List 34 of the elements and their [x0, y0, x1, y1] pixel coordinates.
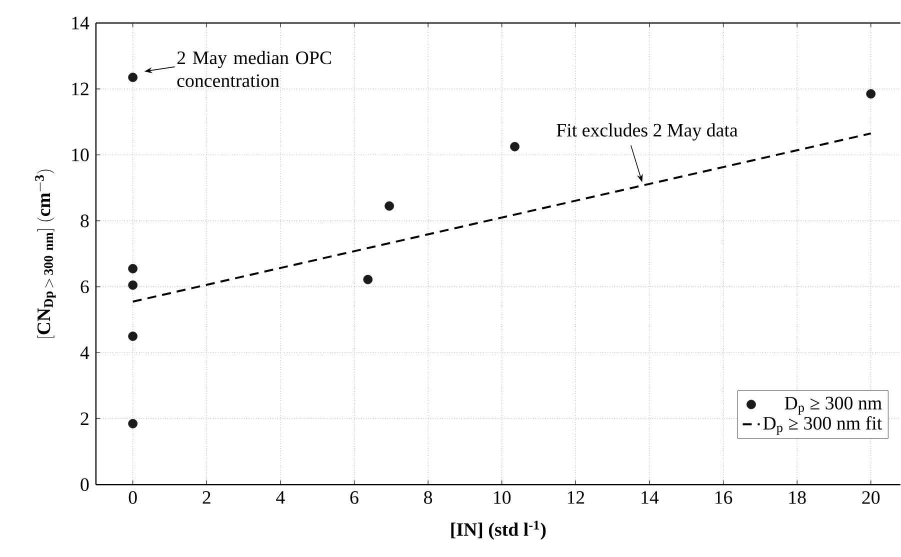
point: [384, 201, 394, 211]
point: [363, 275, 373, 284]
point: [128, 72, 138, 82]
point: [128, 419, 138, 429]
x-tick-label: 6: [350, 491, 358, 504]
x-tick-label: 16: [715, 491, 732, 504]
x-tick-label: 2: [202, 491, 210, 504]
point: [866, 89, 876, 99]
x-tick-label: 14: [642, 491, 659, 504]
point: [510, 142, 520, 152]
point: [128, 280, 138, 290]
y-tick-label: 12: [72, 82, 88, 96]
point: [128, 264, 138, 274]
x-tick-label: 18: [789, 491, 806, 504]
y-tick-label: 2: [80, 412, 88, 426]
x-tick-label: 0: [128, 491, 137, 504]
y-axis-title: $\mathbf{[CN_{Dp\,>\,300\ nm}]\ (cm^{-3})}$: [35, 170, 56, 338]
y-tick-label: 4: [80, 346, 90, 360]
x-tick-label: 20: [862, 491, 880, 504]
annotation: Fit excludes 2 May data: [556, 123, 738, 141]
legend-label: D$_{p}$ ≥ 300 nm: [784, 396, 882, 415]
y-tick-label: 0: [80, 478, 89, 492]
point: [128, 332, 138, 342]
y-tick-label: 8: [80, 214, 89, 228]
y-tick-label: 14: [72, 16, 90, 30]
x-tick-label: 4: [276, 491, 285, 504]
text: [IN] (std l$^{-1}$): [451, 520, 546, 540]
x-tick-label: 8: [424, 491, 432, 504]
y-tick-label: 10: [72, 148, 89, 162]
legend-label: D$_{p}$ ≥ 300 nm fit: [763, 416, 882, 436]
x-tick-label: 12: [568, 491, 584, 504]
x-tick-label: 10: [494, 491, 511, 504]
y-tick-label: 6: [80, 280, 89, 294]
annotation: 2 May median OPC concentration: [177, 51, 332, 88]
